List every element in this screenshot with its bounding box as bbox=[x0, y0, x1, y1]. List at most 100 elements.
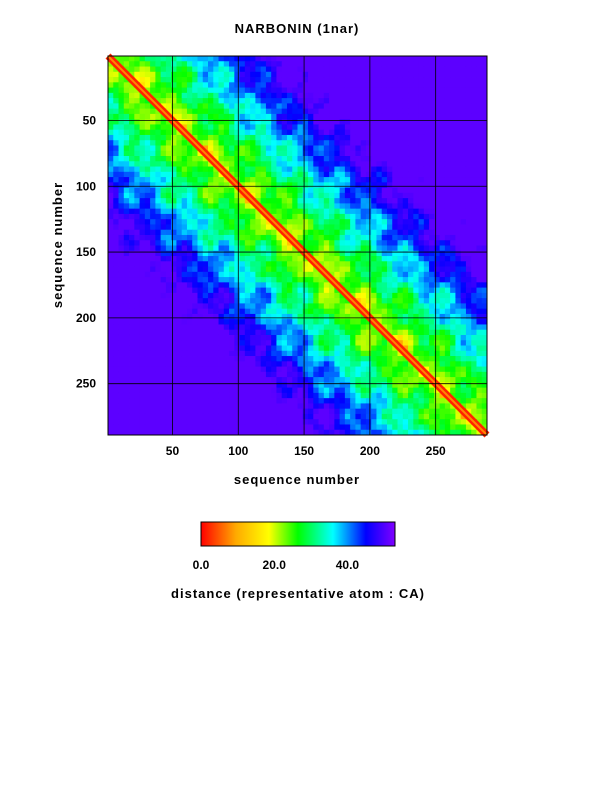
heatmap-cell bbox=[239, 408, 246, 415]
heatmap-cell bbox=[413, 187, 419, 194]
heatmap-cell bbox=[139, 66, 146, 73]
heatmap-cell bbox=[260, 140, 267, 146]
heatmap-cell bbox=[360, 219, 367, 225]
heatmap-cell bbox=[339, 345, 346, 352]
heatmap-cell bbox=[244, 61, 251, 67]
heatmap-cell bbox=[160, 287, 167, 294]
heatmap-cell bbox=[229, 334, 235, 341]
heatmap-cell bbox=[465, 61, 472, 67]
heatmap-cell bbox=[292, 108, 298, 115]
heatmap-cell bbox=[134, 245, 140, 252]
heatmap-cell bbox=[323, 366, 330, 373]
heatmap-cell bbox=[271, 71, 277, 78]
heatmap-cell bbox=[181, 192, 188, 199]
heatmap-cell bbox=[423, 119, 430, 125]
heatmap-cell bbox=[197, 398, 204, 404]
heatmap-cell bbox=[329, 66, 335, 73]
heatmap-cell bbox=[155, 250, 162, 257]
heatmap-cell bbox=[229, 219, 235, 225]
heatmap-cell bbox=[286, 240, 293, 246]
heatmap-cell bbox=[160, 250, 167, 257]
heatmap-cell bbox=[392, 387, 398, 394]
heatmap-cell bbox=[118, 361, 125, 367]
heatmap-cell bbox=[339, 119, 346, 125]
heatmap-cell bbox=[434, 361, 441, 367]
heatmap-cell bbox=[313, 198, 319, 204]
heatmap-cell bbox=[365, 356, 372, 362]
heatmap-cell bbox=[265, 366, 272, 373]
heatmap-cell bbox=[334, 87, 341, 94]
heatmap-cell bbox=[408, 324, 414, 331]
heatmap-cell bbox=[344, 350, 351, 357]
heatmap-cell bbox=[434, 213, 441, 220]
heatmap-cell bbox=[223, 250, 230, 257]
heatmap-cell bbox=[139, 156, 146, 162]
heatmap-cell bbox=[113, 413, 119, 420]
heatmap-cell bbox=[450, 324, 456, 331]
heatmap-cell bbox=[213, 256, 219, 262]
heatmap-cell bbox=[465, 271, 472, 278]
heatmap-cell bbox=[160, 198, 167, 204]
heatmap-cell bbox=[323, 413, 330, 420]
heatmap-cell bbox=[408, 71, 414, 78]
heatmap-cell bbox=[255, 240, 262, 246]
heatmap-cell bbox=[123, 192, 130, 199]
heatmap-cell bbox=[197, 150, 204, 157]
heatmap-cell bbox=[381, 87, 388, 94]
heatmap-cell bbox=[234, 398, 240, 404]
heatmap-cell bbox=[171, 387, 177, 394]
heatmap-cell bbox=[460, 298, 467, 304]
heatmap-cell bbox=[355, 182, 362, 188]
heatmap-cell bbox=[323, 382, 330, 389]
heatmap-cell bbox=[234, 234, 240, 241]
heatmap-cell bbox=[134, 361, 140, 367]
heatmap-cell bbox=[386, 134, 393, 141]
heatmap-cell bbox=[108, 208, 114, 215]
heatmap-cell bbox=[297, 287, 304, 294]
heatmap-cell bbox=[213, 266, 219, 273]
heatmap-cell bbox=[413, 98, 419, 104]
heatmap-cell bbox=[344, 371, 351, 378]
heatmap-cell bbox=[150, 398, 156, 404]
heatmap-cell bbox=[465, 156, 472, 162]
heatmap-cell bbox=[344, 387, 351, 394]
heatmap-cell bbox=[402, 234, 409, 241]
heatmap-cell bbox=[271, 171, 277, 178]
heatmap-cell bbox=[476, 208, 483, 215]
heatmap-cell bbox=[350, 108, 356, 115]
heatmap-cell bbox=[139, 408, 146, 415]
heatmap-cell bbox=[139, 392, 146, 399]
heatmap-cell bbox=[297, 303, 304, 310]
heatmap-cell bbox=[439, 303, 446, 310]
heatmap-cell bbox=[376, 134, 383, 141]
heatmap-cell bbox=[186, 171, 193, 178]
heatmap-cell bbox=[439, 350, 446, 357]
heatmap-cell bbox=[434, 103, 441, 110]
heatmap-cell bbox=[139, 240, 146, 246]
heatmap-cell bbox=[471, 350, 477, 357]
heatmap-cell bbox=[292, 198, 298, 204]
heatmap-cell bbox=[371, 134, 377, 141]
heatmap-cell bbox=[155, 345, 162, 352]
heatmap-cell bbox=[439, 256, 446, 262]
heatmap-cell bbox=[365, 124, 372, 131]
heatmap-cell bbox=[108, 298, 114, 304]
heatmap-cell bbox=[334, 198, 341, 204]
heatmap-cell bbox=[250, 119, 256, 125]
heatmap-cell bbox=[181, 356, 188, 362]
heatmap-cell bbox=[160, 419, 167, 425]
heatmap-cell bbox=[460, 392, 467, 399]
heatmap-cell bbox=[286, 382, 293, 389]
heatmap-cell bbox=[286, 208, 293, 215]
heatmap-cell bbox=[413, 377, 419, 383]
heatmap-cell bbox=[471, 403, 477, 410]
heatmap-cell bbox=[239, 219, 246, 225]
heatmap-cell bbox=[144, 98, 151, 104]
heatmap-cell bbox=[413, 134, 419, 141]
heatmap-cell bbox=[408, 340, 414, 346]
heatmap-cell bbox=[271, 145, 277, 152]
heatmap-cell bbox=[429, 182, 435, 188]
heatmap-cell bbox=[376, 108, 383, 115]
heatmap-cell bbox=[439, 298, 446, 304]
heatmap-cell bbox=[381, 234, 388, 241]
